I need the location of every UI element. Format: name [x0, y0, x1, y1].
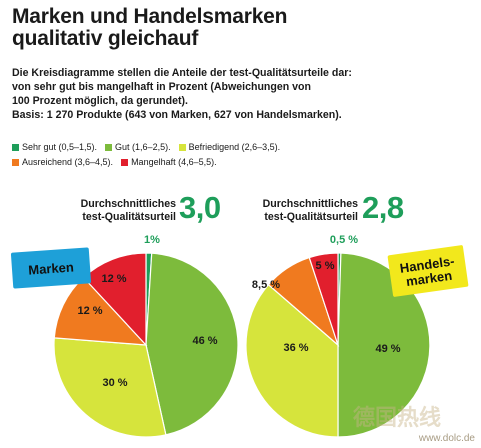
badge-label: marken — [405, 268, 453, 289]
pie-slice-gut — [337, 252, 431, 438]
badge-label: Marken — [28, 259, 75, 277]
avg-label-line: Durchschnittliches — [80, 198, 176, 210]
watermark: www.dolc.de — [418, 433, 475, 444]
legend: Sehr gut (0,5–1,5). Gut (1,6–2,5). Befri… — [12, 140, 280, 170]
watermark-cn: 德国热线 — [352, 405, 441, 430]
description-line: von sehr gut bis mangelhaft in Prozent (… — [12, 81, 311, 93]
pie-slice-befriedigend — [53, 337, 167, 438]
description-line: 100 Prozent möglich, da gerundet). — [12, 95, 189, 107]
title-line-2: qualitativ gleichauf — [12, 27, 199, 50]
avg-label-line: Durchschnittliches — [262, 198, 358, 210]
badge-shape — [10, 247, 92, 289]
badge-shape — [387, 245, 469, 297]
pie-label: 46 % — [192, 335, 217, 347]
pie-label: 1% — [144, 234, 160, 246]
pie-label: 5 % — [316, 260, 335, 272]
legend-label: Mangelhaft (4,6–5,5). — [131, 157, 217, 167]
pie-slice-mangelhaft — [308, 252, 339, 346]
pie-label: 12 % — [77, 305, 102, 317]
legend-swatch — [12, 144, 19, 151]
legend-item: Gut (1,6–2,5). — [105, 140, 171, 155]
legend-row: Ausreichend (3,6–4,5). Mangelhaft (4,6–5… — [12, 155, 280, 170]
avg-label-handelsmarken: Durchschnittliches test-Qualitätsurteil — [254, 198, 358, 224]
pie-label: 12 % — [101, 273, 126, 285]
avg-label-line: test-Qualitätsurteil — [82, 211, 176, 223]
description-line: Basis: 1 270 Produkte (643 von Marken, 6… — [12, 109, 342, 121]
legend-swatch — [178, 144, 186, 151]
legend-item: Mangelhaft (4,6–5,5). — [121, 155, 217, 170]
legend-label: Ausreichend (3,6–4,5). — [22, 157, 114, 167]
avg-value-marken: 3,0 — [179, 190, 221, 225]
page-title: Marken und Handelsmarken qualitativ glei… — [12, 6, 287, 50]
legend-item: Befriedigend (2,6–3,5). — [178, 140, 281, 155]
legend-label: Gut (1,6–2,5). — [115, 142, 171, 152]
pie-label: 49 % — [375, 343, 400, 355]
legend-swatch — [121, 159, 129, 166]
pie-label: 30 % — [102, 377, 127, 389]
legend-item: Sehr gut (0,5–1,5). — [12, 140, 97, 155]
avg-label-line: test-Qualitätsurteil — [264, 211, 358, 223]
title-line-1: Marken und Handelsmarken — [12, 5, 288, 28]
legend-label: Befriedigend (2,6–3,5). — [188, 142, 281, 152]
legend-row: Sehr gut (0,5–1,5). Gut (1,6–2,5). Befri… — [12, 140, 280, 155]
description-line: Die Kreisdiagramme stellen die Anteile d… — [12, 67, 352, 79]
legend-swatch — [105, 144, 113, 151]
avg-value-handelsmarken: 2,8 — [362, 190, 404, 225]
pie-label: 36 % — [283, 342, 308, 354]
pie-label: 8,5 % — [252, 279, 280, 291]
legend-item: Ausreichend (3,6–4,5). — [12, 155, 113, 170]
legend-swatch — [12, 159, 19, 166]
legend-label: Sehr gut (0,5–1,5). — [22, 142, 98, 152]
pie-badge: Marken — [10, 247, 92, 289]
pie-slice-gut — [145, 252, 239, 436]
description: Die Kreisdiagramme stellen die Anteile d… — [12, 66, 472, 122]
pie-slice-befriedigend — [245, 283, 339, 438]
avg-label-marken: Durchschnittliches test-Qualitätsurteil — [72, 198, 176, 224]
pie-badge: Handels-marken — [387, 245, 469, 297]
pie-label: 0,5 % — [330, 234, 358, 246]
